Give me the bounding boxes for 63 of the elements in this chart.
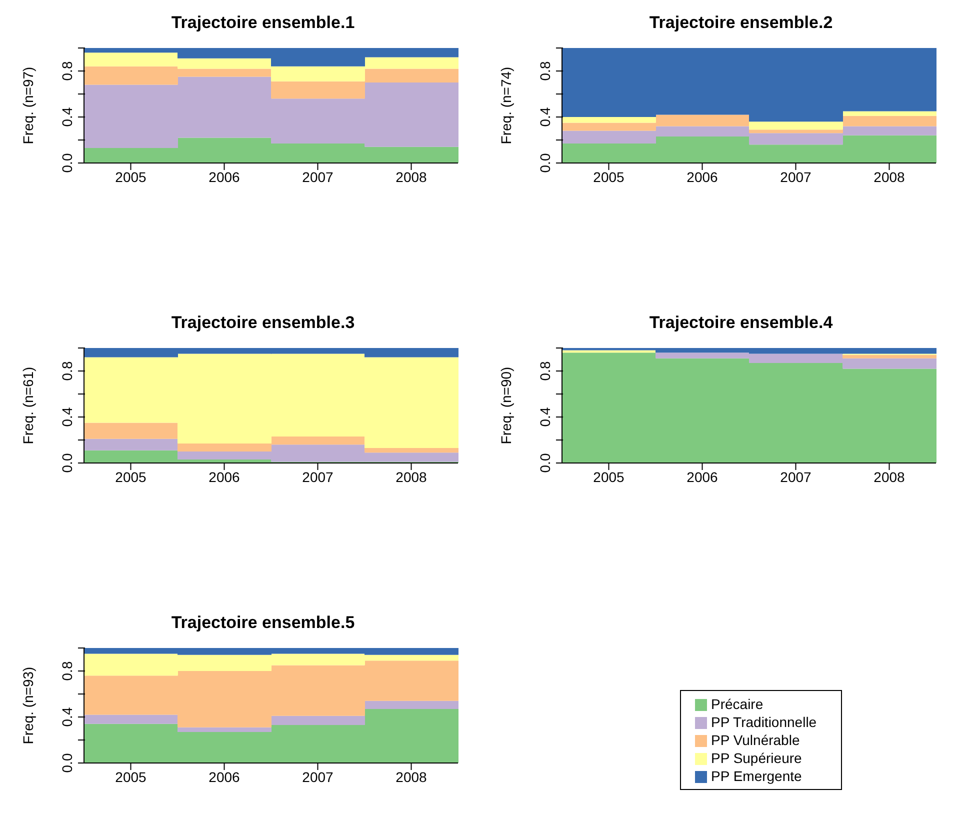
bar	[562, 117, 656, 123]
legend-label: PP Vulnérable	[711, 732, 800, 748]
x-tick-label: 2006	[686, 468, 718, 485]
x-tick-label: 2008	[396, 168, 428, 185]
y-tick-label: 0.8	[59, 361, 75, 381]
x-tick-label: 2005	[593, 168, 625, 185]
x-tick-label: 2006	[686, 168, 718, 185]
x-tick-label: 2008	[396, 768, 428, 785]
y-tick-label: 0.0	[537, 153, 553, 173]
y-tick-label: 0.4	[537, 107, 553, 127]
x-tick-label: 2007	[780, 468, 812, 485]
legend-label: PP Traditionnelle	[711, 714, 817, 730]
y-axis-title: Freq. (n=97)	[20, 66, 36, 144]
bar	[749, 130, 843, 134]
legend-label: PP Emergente	[711, 768, 802, 784]
chart-title: Trajectoire ensemble.5	[170, 612, 356, 634]
bar	[842, 116, 936, 126]
y-tick-label: 0.4	[537, 407, 553, 427]
y-tick-label: 0.4	[59, 407, 75, 427]
x-tick-label: 2007	[302, 768, 334, 785]
x-tick-label: 2007	[302, 168, 334, 185]
chart-title: Trajectoire ensemble.1	[170, 12, 356, 34]
y-tick-label: 0.4	[59, 107, 75, 127]
x-tick-label: 2007	[780, 168, 812, 185]
y-axis-title: Freq. (n=93)	[20, 666, 36, 744]
x-tick-label: 2008	[396, 468, 428, 485]
x-tick-label: 2006	[208, 768, 240, 785]
bar	[84, 714, 178, 724]
y-tick-label: 0.4	[59, 707, 75, 727]
legend-label: Précaire	[711, 696, 764, 712]
chart-title: Trajectoire ensemble.3	[170, 312, 356, 334]
bar	[364, 700, 458, 709]
y-tick-label: 0.0	[537, 453, 553, 473]
y-tick-label: 0.0	[59, 453, 75, 473]
bar	[84, 438, 178, 450]
y-axis-title: Freq. (n=61)	[20, 366, 36, 444]
bar	[271, 716, 365, 726]
bar	[842, 111, 936, 116]
legend-label: PP Supérieure	[711, 750, 802, 766]
x-tick-label: 2006	[208, 468, 240, 485]
bar	[842, 354, 936, 358]
x-tick-label: 2005	[115, 468, 147, 485]
bar	[178, 727, 272, 732]
x-tick-label: 2007	[302, 468, 334, 485]
y-tick-label: 0.8	[537, 61, 553, 81]
y-tick-label: 0.0	[59, 753, 75, 773]
y-tick-label: 0.0	[59, 153, 75, 173]
x-tick-label: 2005	[593, 468, 625, 485]
bar	[364, 448, 458, 453]
bar	[84, 422, 178, 439]
x-tick-label: 2008	[874, 168, 906, 185]
y-axis-title: Freq. (n=90)	[498, 366, 514, 444]
chart-title: Trajectoire ensemble.2	[648, 12, 834, 34]
bar	[749, 122, 843, 130]
y-axis-title: Freq. (n=74)	[498, 66, 514, 144]
y-tick-label: 0.8	[59, 661, 75, 681]
x-tick-label: 2005	[115, 768, 147, 785]
x-tick-label: 2006	[208, 168, 240, 185]
y-tick-label: 0.8	[537, 361, 553, 381]
y-tick-label: 0.8	[59, 61, 75, 81]
x-tick-label: 2008	[874, 468, 906, 485]
x-tick-label: 2005	[115, 168, 147, 185]
chart-title: Trajectoire ensemble.4	[648, 312, 834, 334]
